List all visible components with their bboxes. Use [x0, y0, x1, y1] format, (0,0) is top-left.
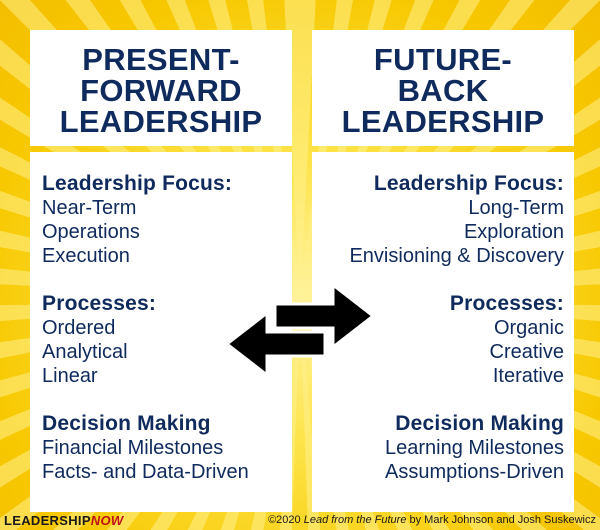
list-item: Linear: [42, 365, 98, 387]
present-forward-title-card: PRESENT- FORWARD LEADERSHIP: [30, 30, 292, 146]
present-forward-title: PRESENT- FORWARD LEADERSHIP: [30, 44, 292, 137]
list-item: Exploration: [463, 221, 564, 243]
leadership-focus-section: Leadership Focus: Near-Term Operations E…: [42, 172, 249, 268]
book-title: Lead from the Future: [303, 514, 407, 526]
section-heading: Decision Making: [395, 412, 564, 435]
list-item: Analytical: [42, 341, 128, 363]
list-item: Creative: [489, 341, 564, 363]
list-item: Operations: [42, 221, 140, 243]
section-heading: Decision Making: [42, 412, 211, 435]
right-arrow-icon: [273, 281, 375, 351]
double-arrow-icon: [225, 281, 375, 379]
section-heading: Processes:: [42, 292, 157, 315]
list-item: Envisioning & Discovery: [349, 245, 564, 267]
section-heading: Processes:: [449, 292, 564, 315]
list-item: Assumptions-Driven: [385, 461, 564, 483]
list-item: Ordered: [42, 317, 116, 339]
title-line: FORWARD: [80, 73, 242, 108]
logo-main-text: LEADERSHIP: [4, 513, 91, 528]
list-item: Iterative: [492, 365, 564, 387]
left-arrow-icon: [225, 309, 327, 379]
decision-making-section: Decision Making Learning Milestones Assu…: [349, 412, 564, 484]
list-item: Facts- and Data-Driven: [42, 461, 249, 483]
future-back-details: Leadership Focus: Long-Term Exploration …: [349, 172, 564, 508]
processes-section: Processes: Organic Creative Iterative: [349, 292, 564, 388]
section-heading: Leadership Focus:: [373, 172, 564, 195]
copyright-credit: ©2020 Lead from the Future by Mark Johns…: [268, 514, 596, 526]
leadership-now-logo: LEADERSHIPNOW: [4, 513, 123, 528]
title-line: LEADERSHIP: [59, 104, 263, 139]
future-back-details-card: Leadership Focus: Long-Term Exploration …: [312, 152, 574, 512]
list-item: Financial Milestones: [42, 437, 224, 459]
future-back-title: FUTURE- BACK LEADERSHIP: [312, 44, 574, 137]
processes-section: Processes: Ordered Analytical Linear: [42, 292, 249, 388]
logo-accent-text: NOW: [90, 513, 124, 528]
footer: LEADERSHIPNOW ©2020 Lead from the Future…: [0, 512, 600, 530]
section-heading: Leadership Focus:: [42, 172, 233, 195]
list-item: Execution: [42, 245, 130, 267]
credit-prefix: ©2020: [268, 514, 304, 526]
credit-authors: by Mark Johnson and Josh Suskewicz: [406, 514, 597, 526]
list-item: Long-Term: [468, 197, 564, 219]
leadership-focus-section: Leadership Focus: Long-Term Exploration …: [349, 172, 564, 268]
title-line: PRESENT-: [82, 42, 240, 77]
list-item: Organic: [493, 317, 564, 339]
title-line: BACK: [397, 73, 489, 108]
list-item: Learning Milestones: [385, 437, 564, 459]
present-forward-details: Leadership Focus: Near-Term Operations E…: [42, 172, 249, 508]
title-line: FUTURE-: [373, 42, 513, 77]
decision-making-section: Decision Making Financial Milestones Fac…: [42, 412, 249, 484]
future-back-title-card: FUTURE- BACK LEADERSHIP: [312, 30, 574, 146]
list-item: Near-Term: [42, 197, 137, 219]
title-line: LEADERSHIP: [341, 104, 545, 139]
